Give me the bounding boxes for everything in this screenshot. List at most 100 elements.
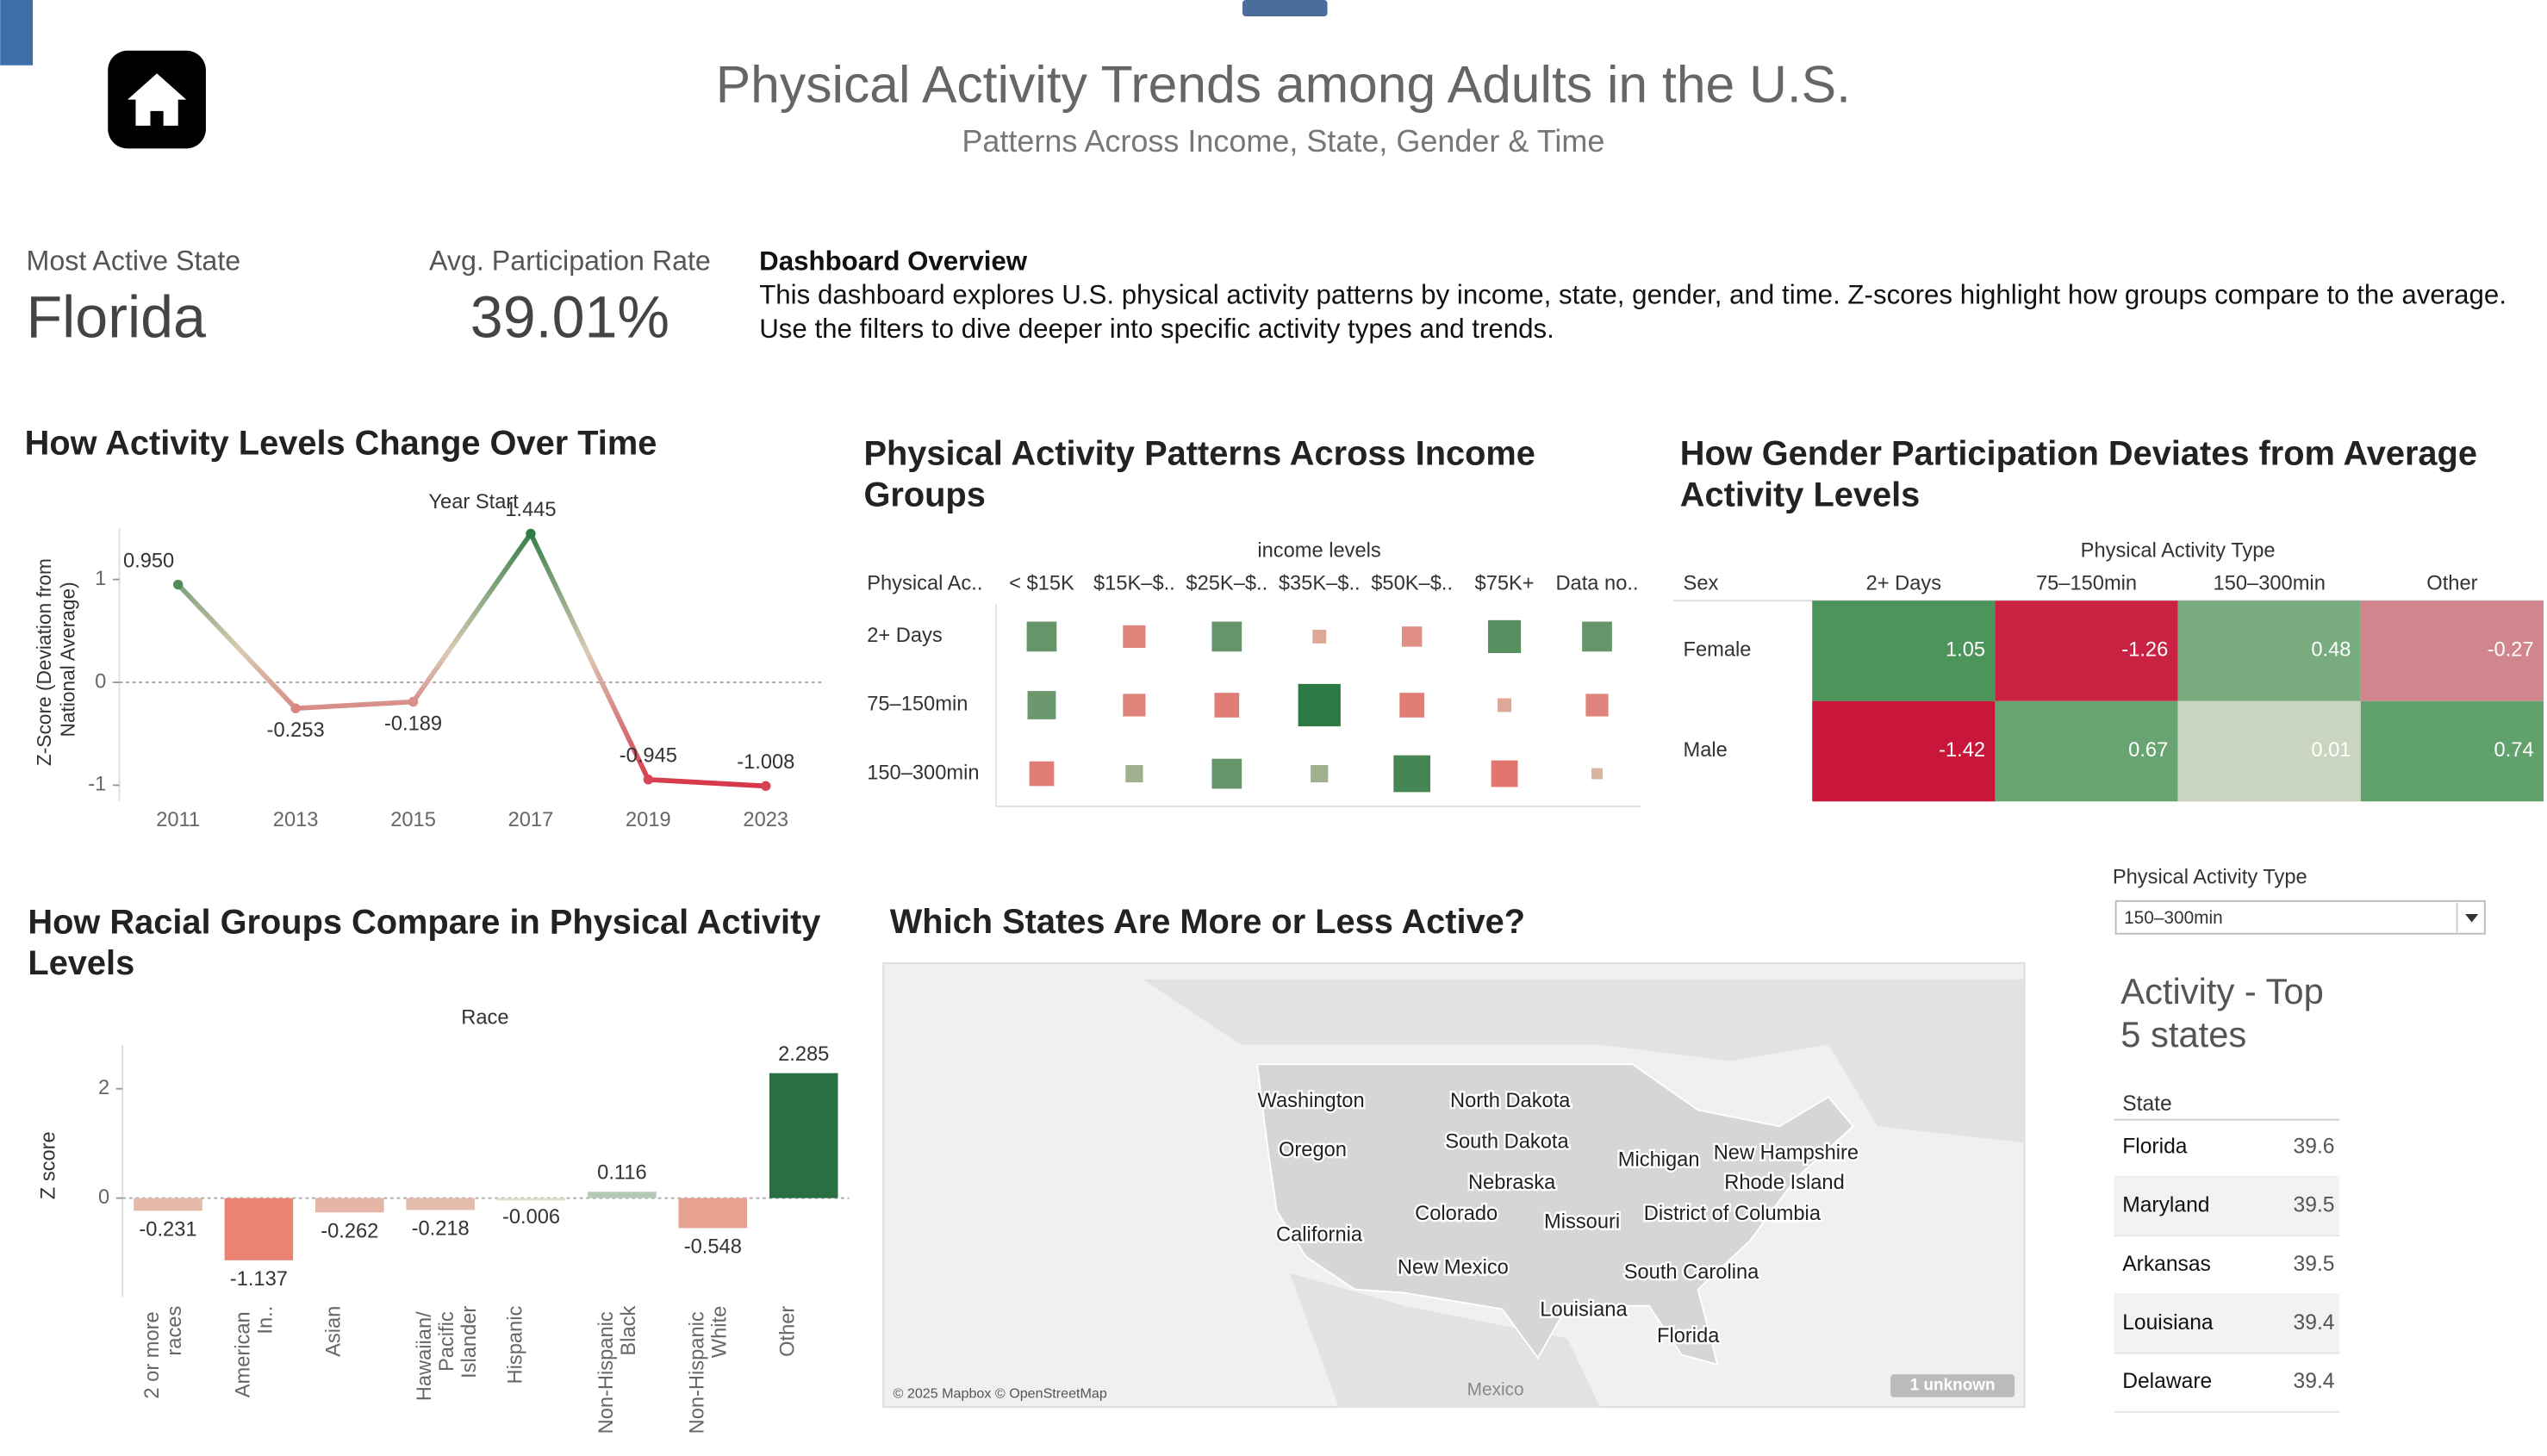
cell-label: 1.05 [1946,639,1985,662]
charts: Year Start Z-Score (Deviation from Nation… [33,491,2544,1434]
bar [134,1198,202,1211]
cell-square [1401,626,1423,647]
row-band [2114,1177,2340,1236]
x-tick-label: 2017 [508,809,554,831]
bar [406,1198,475,1210]
row-label: 75–150min [867,694,968,716]
bar [678,1198,748,1229]
value-label: -0.262 [321,1220,378,1242]
state-label: North Dakota [1450,1090,1571,1112]
column-header: Physical Activity Type [2081,540,2276,563]
row-header: Physical Ac.. [867,573,982,595]
cell-square [1312,629,1327,644]
kpi-label: Avg. Participation Rate [429,246,711,277]
x-tick-label: American In.. [233,1306,277,1398]
x-tick-label: Non-Hispanic White [687,1306,732,1434]
bar [314,1198,384,1213]
state-value: 39.5 [2294,1194,2335,1217]
us-outline [1255,1063,1854,1366]
column-header: income levels [1257,540,1380,563]
state-label: Oregon [1279,1139,1347,1161]
state-label: Rhode Island [1724,1172,1845,1194]
value-label: -0.006 [502,1206,560,1229]
state-name: Louisiana [2122,1311,2214,1335]
cell-square [1027,691,1056,719]
x-tick-label: Hawaiian/ Pacific Islander [414,1306,481,1402]
column-label: $15K–$.. [1093,573,1175,595]
state-label: New Hampshire [1714,1142,1859,1165]
value-label: 1.445 [505,499,556,521]
heat-cell [2360,600,2544,701]
table-title: Activity - Top 5 states [2120,971,2333,1055]
bar [224,1198,294,1260]
dropdown-arrow[interactable] [2465,913,2479,923]
state-label: South Dakota [1445,1130,1569,1153]
point [408,696,419,707]
x-tick-label: Non-Hispanic Black [595,1306,640,1434]
chart-title: How Gender Participation Deviates from A… [1680,434,2487,513]
y-tick-label: -1 [88,774,106,796]
cell-square [1026,621,1057,652]
heat-cell [1812,700,1996,802]
chart-title: How Racial Groups Compare in Physical Ac… [28,903,830,982]
state-label: Florida [1657,1325,1720,1347]
drag-handle[interactable] [1242,0,1328,16]
heat-cell [2360,700,2544,802]
filter-label: Physical Activity Type [2113,867,2307,889]
point [643,775,654,785]
x-tick-label: 2 or more races [141,1306,186,1399]
filter-dropdown[interactable] [2114,899,2486,935]
home-icon [127,73,187,126]
state-label: South Carolina [1624,1261,1759,1284]
cell-square [1298,683,1341,727]
state-label: California [1276,1223,1363,1246]
y-axis-title: Z-Score (Deviation from National Average… [33,553,78,766]
cell-label: 0.74 [2494,739,2534,762]
cell-label: 0.48 [2311,639,2351,662]
value-label: 0.116 [597,1162,646,1185]
cell-square [1214,693,1240,718]
chart-title: How Activity Levels Change Over Time [25,425,657,463]
value-label: -0.945 [620,745,677,768]
point [290,703,301,713]
column-label: $50K–$.. [1371,573,1453,595]
state-label: Michigan [1618,1148,1700,1171]
bar [496,1198,566,1201]
x-tick-label: 2015 [390,809,436,831]
overview-title: Dashboard Overview [759,246,1028,276]
filter-value: 150–300min [2124,908,2223,928]
row-header: Sex [1684,573,1719,595]
overview-box: This dashboard explores U.S. physical ac… [759,281,2507,345]
value-label: -1.137 [230,1268,288,1291]
unknown-badge [1890,1374,2015,1397]
value-label: -0.548 [684,1235,742,1258]
landmass [1289,1272,1600,1408]
chart-title: Physical Activity Patterns Across Income… [863,434,1544,513]
state-label: Nebraska [1468,1172,1556,1194]
x-tick-label: 2023 [743,809,788,831]
cell-square [1123,694,1146,717]
row-band [2114,1294,2340,1353]
cell-square [1393,755,1431,793]
column-label: 2+ Days [1866,573,1942,595]
heat-cell [1995,600,2178,701]
cell-square [1488,619,1522,653]
pane-toggle[interactable] [0,0,34,65]
x-axis-title: Year Start [428,491,519,513]
y-tick-label: 1 [95,568,106,590]
subtitle: Patterns Across Income, State, Gender & … [962,123,1604,159]
state-value: 39.4 [2294,1311,2335,1335]
state-label: Colorado [1415,1203,1498,1225]
kpi-value: 39.01% [470,284,669,350]
x-tick-label: 2013 [273,809,319,831]
chart-title: Which States Are More or Less Active? [890,903,1525,941]
country-label: Mexico [1467,1380,1524,1400]
cell-label: 0.01 [2311,739,2351,762]
cell-square [1585,694,1609,717]
column-label: $75K+ [1475,573,1535,595]
column-label: < $15K [1009,573,1074,595]
cell-square [1582,621,1612,652]
cell-square [1498,698,1512,712]
title: Physical Activity Trends among Adults in… [716,54,1851,113]
